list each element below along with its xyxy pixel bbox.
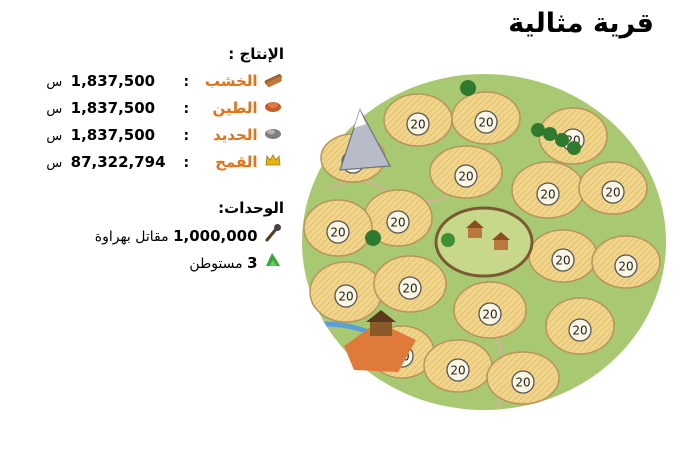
- resource-unit: س: [46, 129, 63, 144]
- resource-row-crop: القمح : 87,322,794 س: [46, 151, 284, 173]
- resource-value: 1,837,500: [70, 126, 156, 144]
- field-level-badge[interactable]: [478, 302, 502, 326]
- village-center: [434, 206, 534, 278]
- field-level-badge[interactable]: [536, 182, 560, 206]
- field-level-label: 20: [515, 376, 530, 390]
- field-level-label: 20: [450, 364, 465, 378]
- unit-row: 1,000,000 مقاتل بهراوة: [95, 223, 284, 247]
- field-level-badge[interactable]: [551, 248, 575, 272]
- field-level-label: 20: [338, 290, 353, 304]
- field-level-badge[interactable]: [454, 164, 478, 188]
- field-level-label: 20: [605, 186, 620, 200]
- field-level-badge[interactable]: [601, 180, 625, 204]
- field-level-badge[interactable]: [406, 112, 430, 136]
- field-level-label: 20: [410, 118, 425, 132]
- resource-unit: س: [46, 102, 63, 117]
- club-warrior-icon: [262, 223, 284, 251]
- field-level-label: 20: [540, 188, 555, 202]
- troops-heading: الوحدات:: [218, 199, 284, 217]
- unit-count: 1,000,000: [173, 227, 258, 245]
- village-title: قرية مثالية: [508, 8, 654, 39]
- unit-name: مستوطن: [189, 256, 243, 272]
- clay-pit-icon: [344, 310, 416, 372]
- field-level-label: 20: [390, 216, 405, 230]
- crop-icon: [262, 152, 284, 175]
- wood-icon: [262, 71, 284, 94]
- field-level-badge[interactable]: [568, 318, 592, 342]
- field-level-label: 20: [555, 254, 570, 268]
- field-level-badge[interactable]: [334, 284, 358, 308]
- field-level-badge[interactable]: [398, 276, 422, 300]
- field-level-badge[interactable]: [474, 110, 498, 134]
- resource-name: القمح: [215, 153, 258, 171]
- resource-row-clay: الطين : 1,837,500 س: [46, 97, 284, 119]
- unit-row: 3 مستوطن: [189, 250, 284, 274]
- field-level-badge[interactable]: [614, 254, 638, 278]
- resource-name: الطين: [212, 99, 258, 117]
- resource-value: 1,837,500: [70, 72, 156, 90]
- clay-icon: [262, 98, 284, 121]
- field-level-label: 20: [330, 226, 345, 240]
- resource-row-iron: الحديد : 1,837,500 س: [46, 124, 284, 146]
- field-level-label: 20: [402, 282, 417, 296]
- unit-count: 3: [247, 254, 258, 272]
- trees: [365, 80, 581, 246]
- village-map: 202020202020202020202020202020202020: [302, 74, 666, 410]
- resource-value: 87,322,794: [70, 153, 166, 171]
- field-level-label: 20: [478, 116, 493, 130]
- field-level-badge[interactable]: [326, 220, 350, 244]
- field-level-label: 20: [618, 260, 633, 274]
- resource-unit: س: [46, 156, 63, 171]
- settler-icon: [262, 250, 284, 278]
- field-level-badge[interactable]: [511, 370, 535, 394]
- iron-icon: [262, 125, 284, 148]
- production-heading: الإنتاج :: [228, 45, 284, 63]
- unit-name: مقاتل بهراوة: [94, 229, 169, 245]
- mountain-icon: [339, 108, 391, 171]
- resource-row-wood: الخشب : 1,837,500 س: [46, 70, 284, 92]
- field-level-label: 20: [482, 308, 497, 322]
- resource-name: الحديد: [213, 126, 258, 144]
- field-level-badge[interactable]: [446, 358, 470, 382]
- field-level-label: 20: [572, 324, 587, 338]
- resource-unit: س: [46, 75, 63, 90]
- resource-name: الخشب: [204, 72, 258, 90]
- field-level-badge[interactable]: [386, 210, 410, 234]
- resource-value: 1,837,500: [70, 99, 156, 117]
- field-level-label: 20: [458, 170, 473, 184]
